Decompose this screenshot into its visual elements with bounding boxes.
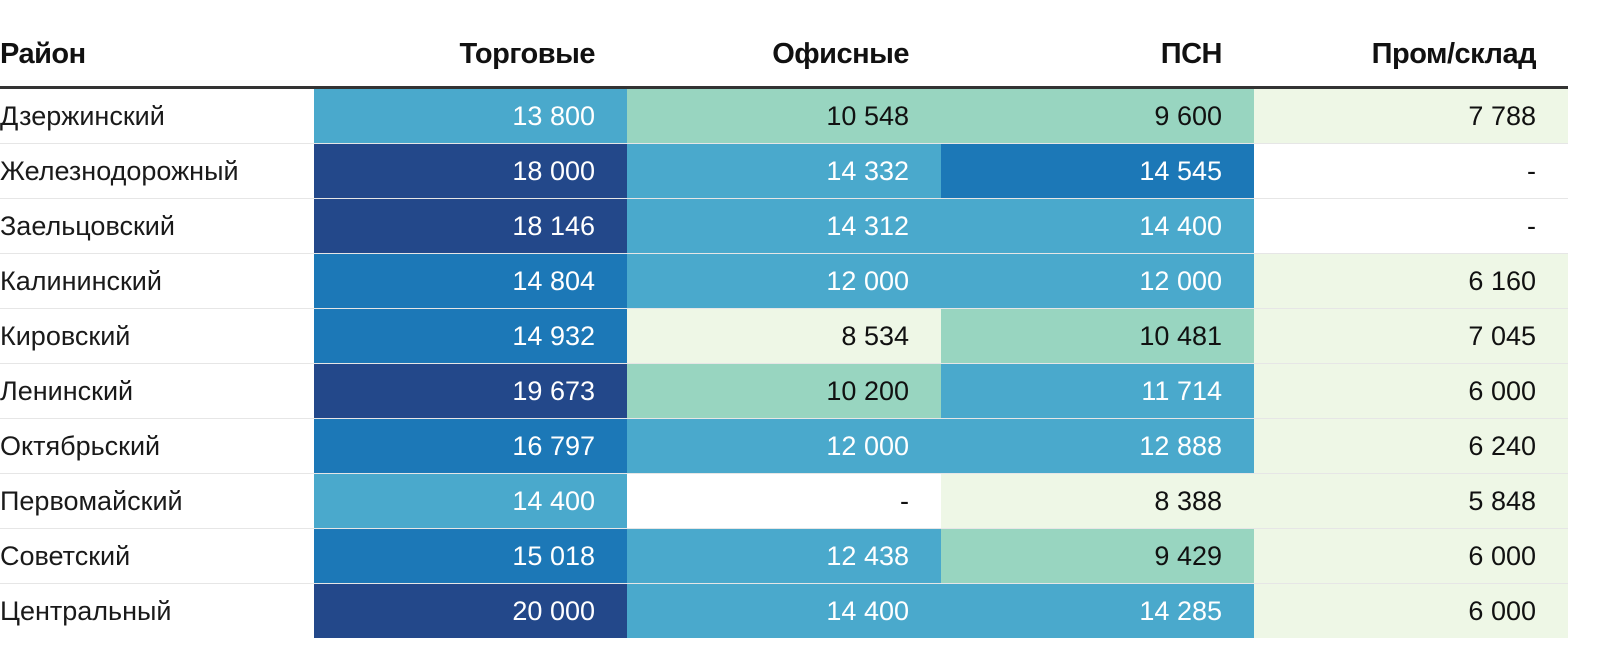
table-row: Заельцовский 18 146 14 312 14 400-	[0, 198, 1568, 254]
heat-cell-psn: 14 545	[941, 143, 1254, 199]
heat-cell-industrial: 6 160	[1254, 253, 1568, 309]
heat-cell-psn: 12 000	[941, 253, 1254, 309]
heat-cell-psn: 8 388	[941, 473, 1254, 529]
district-name: Калининский	[0, 253, 314, 309]
heat-cell-psn: 9 600	[941, 87, 1254, 144]
district-name: Дзержинский	[0, 87, 314, 144]
column-header-retail: Торговые	[314, 22, 627, 89]
table-row: Центральный 20 000 14 400 14 285 6 000	[0, 583, 1568, 638]
heat-cell-office: 14 332	[627, 143, 941, 199]
heat-cell-industrial: 6 000	[1254, 583, 1568, 638]
table-row: Калининский 14 804 12 000 12 000 6 160	[0, 253, 1568, 309]
header-row: Район Торговые Офисные ПСН Пром/склад	[0, 22, 1568, 89]
heat-cell-industrial: 7 045	[1254, 308, 1568, 364]
heat-cell-retail: 20 000	[314, 583, 627, 638]
heat-cell-office: 12 000	[627, 418, 941, 474]
heat-cell-industrial: -	[1254, 143, 1568, 199]
column-header-industrial: Пром/склад	[1254, 22, 1568, 89]
district-name: Железнодорожный	[0, 143, 314, 199]
heat-cell-psn: 9 429	[941, 528, 1254, 584]
heat-cell-psn: 11 714	[941, 363, 1254, 419]
heat-cell-industrial: 6 000	[1254, 363, 1568, 419]
table-row: Советский 15 018 12 438 9 429 6 000	[0, 528, 1568, 584]
heat-cell-retail: 19 673	[314, 363, 627, 419]
column-header-psn: ПСН	[941, 22, 1254, 89]
table-body: Дзержинский 13 800 10 548 9 600 7 788 Железно…	[0, 87, 1568, 638]
district-name: Первомайский	[0, 473, 314, 529]
table-row: Дзержинский 13 800 10 548 9 600 7 788	[0, 87, 1568, 144]
heat-cell-retail: 18 000	[314, 143, 627, 199]
heat-cell-office: 8 534	[627, 308, 941, 364]
district-name: Октябрьский	[0, 418, 314, 474]
heat-cell-office: 12 438	[627, 528, 941, 584]
heat-cell-retail: 14 400	[314, 473, 627, 529]
heat-cell-industrial: 6 000	[1254, 528, 1568, 584]
district-name: Центральный	[0, 583, 314, 638]
heat-cell-office: -	[627, 473, 941, 529]
heat-cell-industrial: 6 240	[1254, 418, 1568, 474]
heat-cell-office: 12 000	[627, 253, 941, 309]
heat-cell-retail: 13 800	[314, 87, 627, 144]
heat-cell-retail: 14 932	[314, 308, 627, 364]
heatmap-table: Район Торговые Офисные ПСН Пром/склад Дз…	[0, 22, 1568, 638]
heat-cell-industrial: 7 788	[1254, 87, 1568, 144]
heat-cell-psn: 10 481	[941, 308, 1254, 364]
table-row: Ленинский 19 673 10 200 11 714 6 000	[0, 363, 1568, 419]
table-row: Железнодорожный 18 000 14 332 14 545-	[0, 143, 1568, 199]
heat-cell-retail: 15 018	[314, 528, 627, 584]
district-name: Кировский	[0, 308, 314, 364]
table-row: Октябрьский 16 797 12 000 12 888 6 240	[0, 418, 1568, 474]
heat-cell-psn: 12 888	[941, 418, 1254, 474]
heat-cell-industrial: 5 848	[1254, 473, 1568, 529]
district-name: Ленинский	[0, 363, 314, 419]
heat-cell-industrial: -	[1254, 198, 1568, 254]
table-row: Кировский 14 932 8 534 10 481 7 045	[0, 308, 1568, 364]
heat-cell-retail: 16 797	[314, 418, 627, 474]
table-row: Первомайский 14 400-8 388 5 848	[0, 473, 1568, 529]
heat-cell-psn: 14 285	[941, 583, 1254, 638]
heat-cell-retail: 14 804	[314, 253, 627, 309]
column-header-office: Офисные	[627, 22, 941, 89]
district-name: Советский	[0, 528, 314, 584]
heat-cell-office: 10 200	[627, 363, 941, 419]
column-header-district: Район	[0, 22, 314, 89]
heat-cell-retail: 18 146	[314, 198, 627, 254]
heat-cell-office: 10 548	[627, 87, 941, 144]
district-name: Заельцовский	[0, 198, 314, 254]
heat-cell-office: 14 312	[627, 198, 941, 254]
heat-cell-psn: 14 400	[941, 198, 1254, 254]
heat-cell-office: 14 400	[627, 583, 941, 638]
